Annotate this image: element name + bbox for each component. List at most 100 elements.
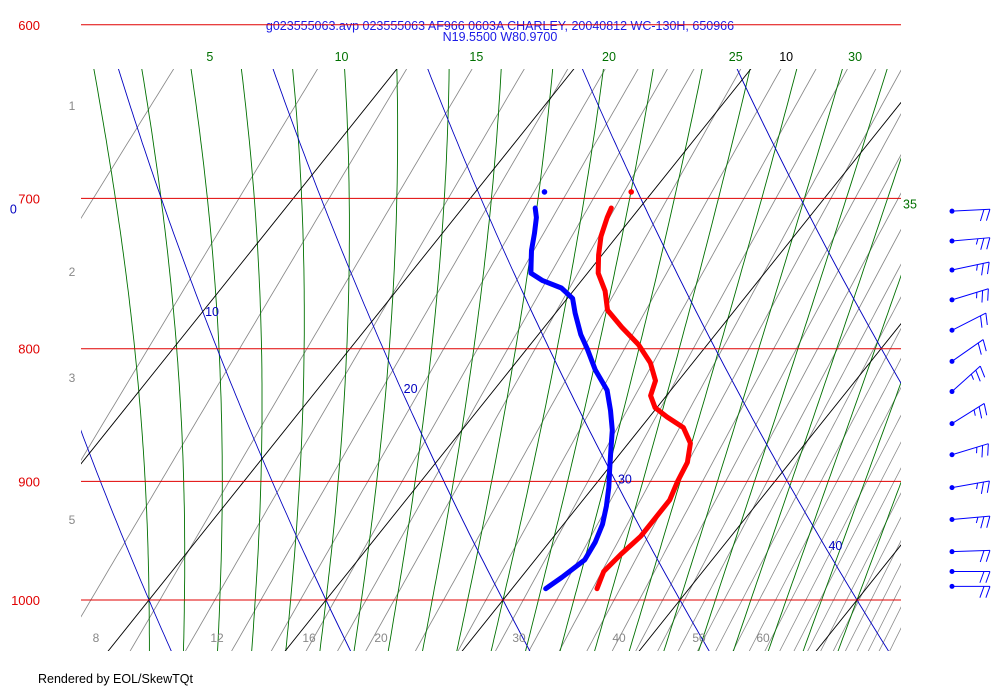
isotherm-line (461, 101, 901, 651)
axis-labels: 6007008009001000105101520253035-20-10010… (10, 18, 917, 645)
wind-barb-flag (985, 586, 991, 598)
temperature-trace-top-marker (628, 189, 635, 195)
isobar-label: 900 (18, 474, 40, 489)
mixing-ratio-label: 40 (612, 631, 626, 645)
wind-barb (949, 480, 990, 494)
moist-adiabat-line (767, 274, 901, 651)
dry-adiabat-line (117, 69, 352, 651)
moist-adiabat-line (802, 381, 901, 651)
mixing-ratio-line (305, 69, 639, 651)
mixing-ratio-line (611, 113, 901, 651)
moist-adiabat-line (837, 481, 901, 651)
mixing-ratio-label: 50 (692, 631, 706, 645)
wind-barb-half-flag (970, 373, 975, 380)
moist-adiabat-label: 10 (335, 50, 349, 64)
wind-barb-flag (986, 237, 991, 250)
wind-barb (949, 288, 989, 303)
mixing-ratio-line (715, 296, 901, 651)
moist-adiabat-label: 30 (848, 50, 862, 64)
mixing-ratio-line (185, 69, 525, 651)
isotherms (81, 69, 901, 651)
wind-barb-flag (987, 443, 989, 456)
wind-barb (949, 339, 987, 364)
isobar-label: 600 (18, 18, 40, 33)
wind-barb (949, 583, 991, 598)
mixing-ratio-label: 30 (512, 631, 526, 645)
dry-adiabat-label: 30 (618, 473, 632, 487)
temperature-trace (594, 205, 693, 592)
wind-barb-flag (983, 403, 988, 416)
mixing-ratio-line (807, 467, 901, 651)
isotherm-line (815, 544, 901, 651)
wind-barb-shaft (951, 403, 985, 425)
dry-adiabat-line (427, 69, 710, 651)
wind-barb-shaft (951, 365, 981, 392)
moist-adiabat-line (525, 69, 654, 651)
wind-barb-half-flag (976, 264, 978, 271)
wind-barb-flag (979, 365, 986, 378)
wind-barb-flag (975, 369, 981, 382)
wind-barb-shaft (951, 515, 990, 520)
wind-barb-shaft (951, 261, 990, 271)
isotherm-line (284, 69, 752, 651)
moist-adiabat-line (422, 69, 502, 651)
wind-barb-flag (985, 209, 991, 221)
chart-subtitle: N19.5500 W80.9700 (442, 30, 558, 44)
wind-barb-flag (979, 550, 985, 563)
mixing-ratio-lines (81, 69, 901, 651)
isobar-label: 800 (18, 342, 40, 357)
wind-barb-flag (981, 290, 984, 303)
mixing-ratio-line (732, 327, 901, 651)
mixing-ratio-line (270, 69, 606, 651)
mixing-ratio-line (878, 606, 901, 651)
mixing-ratio-label: 12 (210, 631, 224, 645)
moist-adiabat-line (240, 69, 263, 651)
moist-adiabat-line (353, 69, 399, 651)
mixing-ratio-line (81, 69, 319, 461)
mixing-ratio-line (697, 263, 901, 651)
moist-adiabat-line (190, 69, 223, 651)
moist-adiabat-line (456, 69, 554, 651)
isotherm-line (638, 323, 901, 651)
moist-adiabat-line (319, 69, 350, 651)
moist-adiabats (93, 69, 901, 651)
mixing-ratio-line (81, 69, 408, 618)
dry-adiabat-line (581, 69, 889, 651)
wind-barb (949, 568, 991, 583)
mixing-ratio-label: 20 (374, 631, 388, 645)
mixing-ratio-line (779, 414, 901, 651)
mixing-ratio-line (414, 69, 742, 651)
wind-barb-flag (977, 342, 982, 355)
wind-barb-flag (987, 288, 989, 301)
moist-adiabat-line (285, 69, 305, 651)
wind-barb-shaft (951, 237, 990, 242)
wind-barb (949, 515, 991, 529)
mixing-ratio-line (558, 69, 877, 651)
wind-barb (949, 237, 991, 250)
moist-adiabat-line (594, 69, 751, 651)
mixing-ratio-line (657, 192, 901, 651)
dry-adiabat-line (272, 69, 531, 651)
moist-adiabat-line (490, 69, 604, 651)
mixing-ratio-line (635, 153, 901, 651)
wind-barb-flag (985, 571, 991, 583)
moist-adiabat-line (663, 69, 843, 651)
moist-adiabat-label: 20 (602, 50, 616, 64)
moist-adiabat-label: 25 (729, 50, 743, 64)
moist-adiabat-line (559, 69, 703, 651)
wind-barb-shaft (951, 480, 990, 489)
wind-barb-flag (986, 516, 991, 528)
isotherm-label: 10 (779, 50, 793, 64)
moist-adiabat-label: 15 (469, 50, 483, 64)
moist-adiabat-label: 35 (903, 197, 917, 211)
wind-barb-flag (986, 480, 990, 493)
wind-barb-flag (980, 481, 985, 494)
mixing-ratio-label: 5 (69, 513, 76, 527)
mixing-ratio-line (495, 69, 817, 651)
mixing-ratio-line (820, 492, 901, 651)
mixing-ratio-line (677, 228, 901, 651)
mixing-ratio-line (129, 69, 473, 651)
dry-adiabat-label: 20 (404, 382, 418, 396)
chart-title: g023555063.avp 023555063 AF966 0603A CHA… (265, 19, 735, 33)
isobar-label: 700 (18, 191, 40, 206)
